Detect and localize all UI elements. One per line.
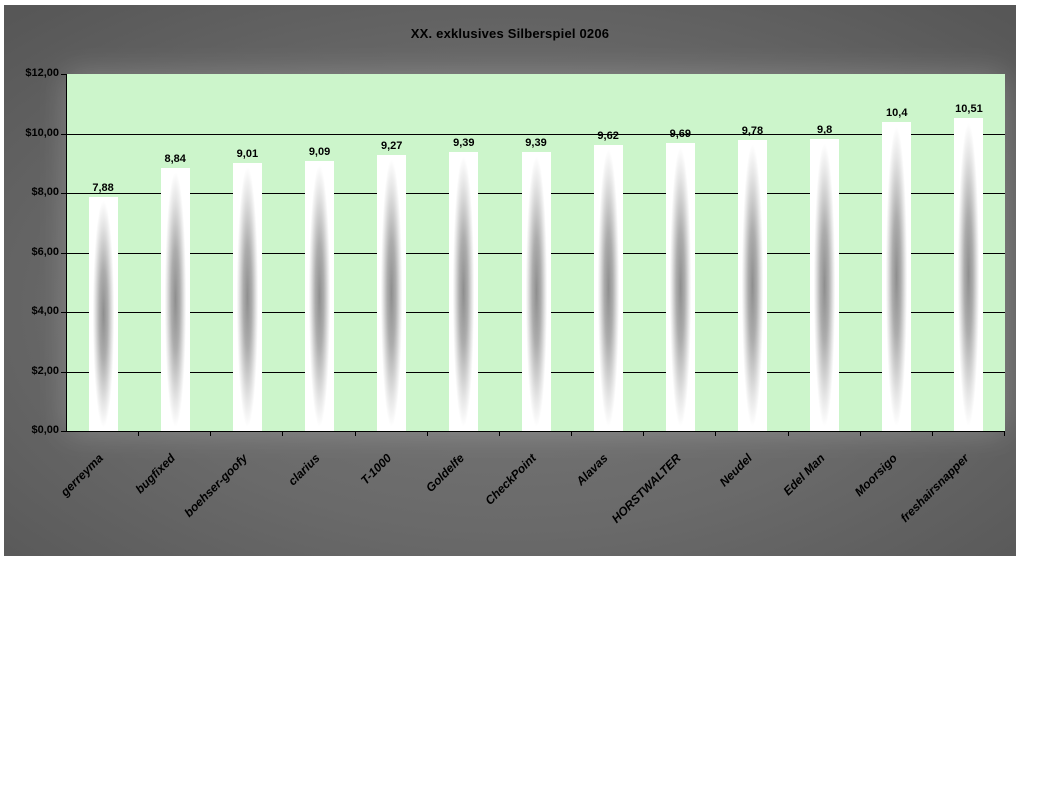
bar [882, 121, 912, 431]
x-axis-tick [643, 432, 645, 436]
bar-value-label: 10,51 [955, 103, 983, 116]
bar [665, 142, 695, 431]
category-label: freshairsnapper [897, 451, 972, 526]
category-label: Goldelfe [422, 451, 467, 495]
category-label: HORSTWALTER [608, 451, 684, 526]
chart-title: XX. exklusives Silberspiel 0206 [410, 26, 610, 41]
x-axis-tick [931, 432, 933, 436]
gridline [67, 133, 1005, 135]
category-label: Neudel [717, 451, 756, 490]
bar-value-label: 9,39 [525, 136, 547, 149]
bar [810, 139, 840, 431]
y-axis-tick [61, 133, 66, 135]
x-axis-tick [859, 432, 861, 436]
chart: XX. exklusives Silberspiel 0206 7,88 8,84… [4, 5, 1016, 556]
y-axis-tick [61, 74, 66, 75]
y-axis-label: $2,00 [31, 364, 59, 377]
category-label: T-1000 [358, 451, 395, 488]
y-axis-tick [61, 371, 66, 373]
x-axis-tick [715, 432, 717, 436]
bar [737, 140, 767, 431]
y-axis-label: $12,00 [25, 67, 59, 79]
bar [160, 168, 190, 431]
x-axis-tick [138, 432, 140, 436]
category-label: bugfixed [132, 451, 179, 497]
bar-value-label: 9,09 [308, 145, 331, 158]
bar-value-label: 9,78 [741, 125, 764, 138]
bar [232, 162, 262, 431]
bar-value-label: 9,39 [453, 136, 475, 149]
bar-value-label: 9,69 [669, 127, 691, 140]
bar-value-label: 7,88 [92, 181, 114, 194]
x-axis-tick [354, 432, 356, 436]
bar [377, 155, 407, 431]
x-axis-tick [787, 432, 789, 436]
y-axis-tick [61, 312, 66, 313]
y-axis-tick [61, 193, 66, 194]
y-axis-label: $6,00 [31, 245, 59, 258]
bar [593, 144, 623, 431]
category-label: Alavas [573, 451, 612, 489]
plot-area: 7,88 8,84 9,01 9,09 9,27 9,39 9,39 9,62 9,69 9,78… [66, 74, 1005, 432]
x-axis-tick [282, 432, 284, 436]
x-axis-tick [571, 432, 573, 436]
y-axis-label: $0,00 [31, 424, 59, 436]
category-label: CheckPoint [482, 451, 539, 508]
category-label: gerreyma [57, 451, 106, 500]
x-axis-tick [426, 432, 428, 436]
y-axis-tick [61, 431, 66, 432]
y-axis-label: $8,00 [31, 186, 59, 198]
bar-value-label: 8,84 [164, 153, 186, 166]
category-label: Edel Man [780, 451, 828, 499]
y-axis-tick [61, 252, 66, 254]
x-axis-tick [498, 432, 500, 436]
bar-value-label: 9,27 [380, 140, 403, 153]
category-label: Moorsigo [851, 451, 900, 500]
bar-value-label: 9,62 [597, 129, 619, 142]
bar [954, 118, 984, 431]
category-label: clarius [285, 451, 323, 489]
bar-value-label: 9,8 [816, 124, 833, 137]
bar-value-label: 10,4 [886, 106, 908, 119]
bar [449, 151, 479, 431]
x-axis-tick [1004, 432, 1005, 436]
y-axis-label: $10,00 [25, 126, 59, 139]
bar-value-label: 9,01 [236, 147, 259, 160]
y-axis-label: $4,00 [31, 305, 59, 317]
category-label: boehser-goofy [181, 451, 251, 520]
bar [521, 151, 551, 431]
x-axis-tick [210, 432, 212, 436]
bar [305, 160, 335, 431]
bar [88, 196, 118, 431]
